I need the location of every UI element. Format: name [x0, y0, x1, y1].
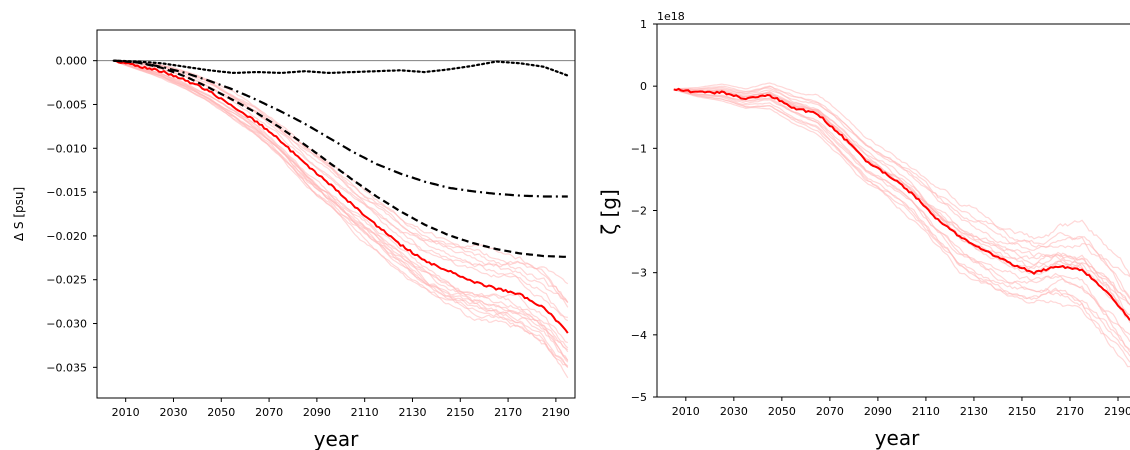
x-tick-label: 2110 — [351, 406, 379, 419]
salinity-y-ticks: 0.000 −0.005 −0.010 −0.015 −0.020 −0.025 −0.03… — [46, 55, 97, 374]
y-tick-label: −4 — [631, 329, 647, 342]
ensemble-member-line — [673, 82, 1130, 277]
ensemble-member-line — [673, 88, 1130, 357]
salinity-ensemble-lines — [113, 59, 569, 379]
ensemble-member-line — [113, 60, 569, 349]
x-tick-label: 2090 — [303, 406, 331, 419]
ensemble-member-line — [113, 60, 569, 361]
series-line-dotted — [112, 59, 569, 77]
ensemble-member-line — [673, 88, 1130, 324]
y-tick-label: −0.015 — [46, 186, 87, 199]
series-line-solid — [673, 87, 1130, 321]
x-tick-label: 2030 — [720, 405, 748, 418]
ensemble-member-line — [673, 85, 1130, 278]
y-tick-label: −5 — [631, 391, 647, 404]
y-tick-label: −0.010 — [46, 142, 87, 155]
x-tick-label: 2190 — [542, 406, 570, 419]
zeta-chart-panel: 2010 2030 2050 2070 2090 2110 2130 2150 2170 2190… — [597, 10, 1130, 450]
x-tick-label: 2090 — [864, 405, 892, 418]
ensemble-member-line — [673, 88, 1130, 343]
x-tick-label: 2190 — [1104, 405, 1130, 418]
x-tick-label: 2110 — [912, 405, 940, 418]
y-tick-label: −1 — [631, 142, 647, 155]
series-line-dashed — [113, 59, 568, 258]
x-tick-label: 2050 — [207, 406, 235, 419]
ensemble-member-line — [113, 60, 569, 369]
ensemble-member-line — [673, 88, 1130, 353]
y-tick-label: 0.000 — [56, 55, 88, 68]
zeta-ensemble-lines — [673, 82, 1130, 368]
series-line-dashdot — [113, 59, 568, 198]
zeta-series-group — [673, 87, 1130, 321]
x-tick-label: 2050 — [768, 405, 796, 418]
ensemble-member-line — [113, 60, 569, 344]
salinity-plot-frame — [96, 29, 576, 399]
ensemble-member-line — [673, 88, 1130, 306]
y-tick-label: −2 — [631, 205, 647, 218]
ensemble-member-line — [113, 60, 569, 322]
ensemble-member-line — [113, 60, 569, 304]
zeta-y-axis-label: ζ [g] — [597, 189, 621, 235]
x-tick-label: 2010 — [672, 405, 700, 418]
x-tick-label: 2130 — [398, 406, 426, 419]
ensemble-member-line — [673, 88, 1130, 363]
ensemble-member-line — [673, 88, 1130, 306]
y-tick-label: −0.020 — [46, 230, 87, 243]
salinity-series-group — [112, 59, 569, 334]
y-tick-label: −0.025 — [46, 274, 87, 287]
zeta-y-ticks: 1 0 −1 −2 −3 −4 −5 — [631, 18, 657, 404]
ensemble-member-line — [113, 60, 569, 308]
salinity-chart-panel: 2010 2030 2050 2070 2090 2110 2130 2150 2170 2190… — [12, 29, 576, 450]
x-tick-label: 2030 — [159, 406, 187, 419]
y-tick-label: 1 — [640, 18, 647, 31]
salinity-y-axis-label: Δ S [psu] — [12, 187, 26, 241]
x-tick-label: 2010 — [112, 406, 140, 419]
ensemble-member-line — [673, 88, 1130, 305]
y-tick-label: 0 — [640, 80, 647, 93]
x-tick-label: 2130 — [960, 405, 988, 418]
x-tick-label: 2150 — [1008, 405, 1036, 418]
y-tick-label: −0.030 — [46, 318, 87, 331]
ensemble-member-line — [113, 60, 568, 318]
salinity-x-axis-label: year — [314, 427, 359, 450]
series-line-solid — [113, 59, 569, 334]
y-tick-label: −0.035 — [46, 361, 87, 374]
ensemble-member-line — [113, 60, 569, 379]
y-tick-label: −0.005 — [46, 98, 87, 111]
x-tick-label: 2070 — [816, 405, 844, 418]
x-tick-label: 2170 — [494, 406, 522, 419]
ensemble-member-line — [113, 60, 569, 362]
ensemble-member-line — [673, 85, 1130, 300]
ensemble-member-line — [673, 88, 1130, 368]
ensemble-member-line — [673, 88, 1130, 351]
x-tick-label: 2070 — [255, 406, 283, 419]
ensemble-member-line — [673, 88, 1130, 336]
zeta-offset-text: 1e18 — [657, 10, 685, 23]
zeta-x-ticks: 2010 2030 2050 2070 2090 2110 2130 2150 2170 2190 — [672, 397, 1130, 418]
y-tick-label: −3 — [631, 267, 647, 280]
salinity-x-ticks: 2010 2030 2050 2070 2090 2110 2130 2150 2170 2190 — [112, 398, 570, 419]
zeta-x-axis-label: year — [875, 426, 920, 450]
x-tick-label: 2170 — [1056, 405, 1084, 418]
ensemble-member-line — [113, 60, 569, 351]
x-tick-label: 2150 — [446, 406, 474, 419]
